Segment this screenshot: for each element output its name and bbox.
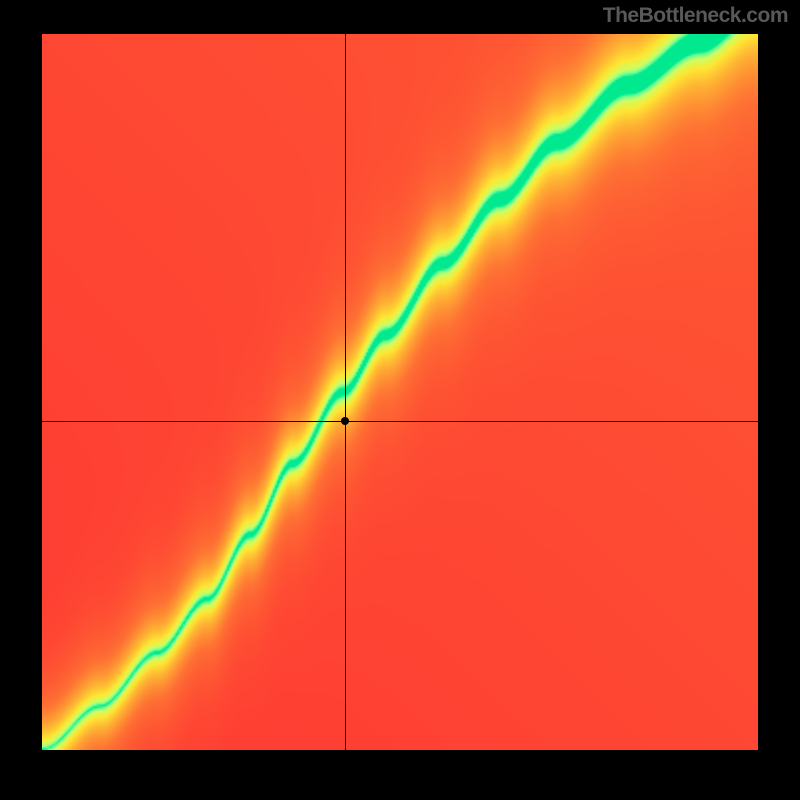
chart-root: TheBottleneck.com: [0, 0, 800, 800]
attribution-text: TheBottleneck.com: [603, 4, 788, 28]
plot-area: [42, 34, 758, 750]
heatmap-canvas: [42, 34, 758, 750]
